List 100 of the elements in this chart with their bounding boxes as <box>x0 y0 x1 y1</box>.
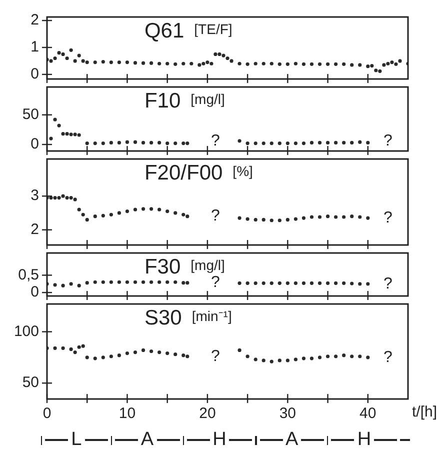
point <box>238 216 242 220</box>
point <box>374 68 378 72</box>
point <box>61 346 65 350</box>
point <box>398 59 402 63</box>
chart-title: F30 <box>144 255 181 278</box>
point <box>174 141 178 146</box>
point <box>246 217 250 221</box>
point <box>117 60 121 64</box>
point <box>294 62 298 66</box>
point <box>77 345 81 349</box>
point <box>218 52 222 56</box>
chart-subtitle: [mg/l] <box>190 256 225 273</box>
point <box>53 56 57 60</box>
point <box>117 354 121 358</box>
point <box>158 350 162 354</box>
point <box>310 356 314 360</box>
point <box>382 63 386 67</box>
point <box>69 347 73 351</box>
point <box>254 218 258 222</box>
point <box>358 215 362 219</box>
point <box>294 141 298 146</box>
y-tick-label: 0,5 <box>18 266 39 284</box>
point <box>109 140 113 145</box>
text: H <box>357 429 372 451</box>
annotation: ? <box>383 209 392 226</box>
point <box>342 62 346 66</box>
point <box>366 216 370 220</box>
x-tick-label: 40 <box>360 405 376 422</box>
annotation: ? <box>211 274 220 292</box>
y-tick-label: 2 <box>30 220 39 238</box>
point <box>270 141 274 146</box>
text: A <box>286 429 298 451</box>
chart-title: Q61 <box>144 19 184 42</box>
point <box>61 52 65 56</box>
point <box>166 141 170 146</box>
point <box>93 356 97 360</box>
point <box>125 352 130 356</box>
point <box>141 140 146 145</box>
chart-title: S30 <box>144 306 182 330</box>
point <box>109 212 113 216</box>
point <box>53 346 57 350</box>
point <box>386 62 390 66</box>
point <box>133 140 138 144</box>
point <box>57 196 61 200</box>
point <box>81 212 85 216</box>
point <box>238 62 242 66</box>
point <box>73 198 77 202</box>
point <box>294 217 298 221</box>
point <box>49 136 53 140</box>
y-tick-label: 50 <box>22 374 39 392</box>
x-tick-label: 10 <box>118 405 136 422</box>
point <box>318 140 322 145</box>
point <box>326 62 330 66</box>
point <box>278 62 282 66</box>
point <box>65 132 69 136</box>
point <box>57 124 61 128</box>
point <box>202 62 206 66</box>
point <box>334 215 338 219</box>
point <box>294 358 298 362</box>
point <box>174 211 178 215</box>
point <box>310 215 314 219</box>
point <box>53 118 57 122</box>
point <box>350 354 354 358</box>
y-tick-label: 0 <box>30 136 39 153</box>
point <box>226 56 230 60</box>
point <box>174 352 178 356</box>
point <box>101 356 105 360</box>
point <box>278 218 282 222</box>
y-tick-label: 50 <box>22 106 39 123</box>
point <box>262 141 266 146</box>
point <box>302 356 306 360</box>
point <box>141 348 146 352</box>
point <box>366 64 370 68</box>
point <box>342 215 346 219</box>
point <box>278 358 282 362</box>
point <box>210 62 214 66</box>
point <box>222 54 226 58</box>
point <box>366 356 370 360</box>
x-axis-title: t/[h] <box>412 404 438 421</box>
point <box>73 350 77 354</box>
point <box>125 209 130 214</box>
point <box>85 60 89 64</box>
point <box>214 52 218 56</box>
point <box>286 62 290 66</box>
point <box>206 60 210 64</box>
point <box>270 360 274 364</box>
chart-title: F20/F00 <box>144 161 223 184</box>
point <box>65 196 69 200</box>
point <box>302 62 306 66</box>
point <box>109 354 113 358</box>
point <box>101 214 105 218</box>
point <box>85 356 89 360</box>
annotation: ? <box>211 132 220 150</box>
annotation: ? <box>211 348 220 365</box>
point <box>149 61 154 65</box>
point <box>246 354 250 358</box>
x-tick-label: 30 <box>279 405 296 422</box>
annotation: ? <box>211 208 220 225</box>
point <box>262 358 266 362</box>
point <box>69 196 73 200</box>
